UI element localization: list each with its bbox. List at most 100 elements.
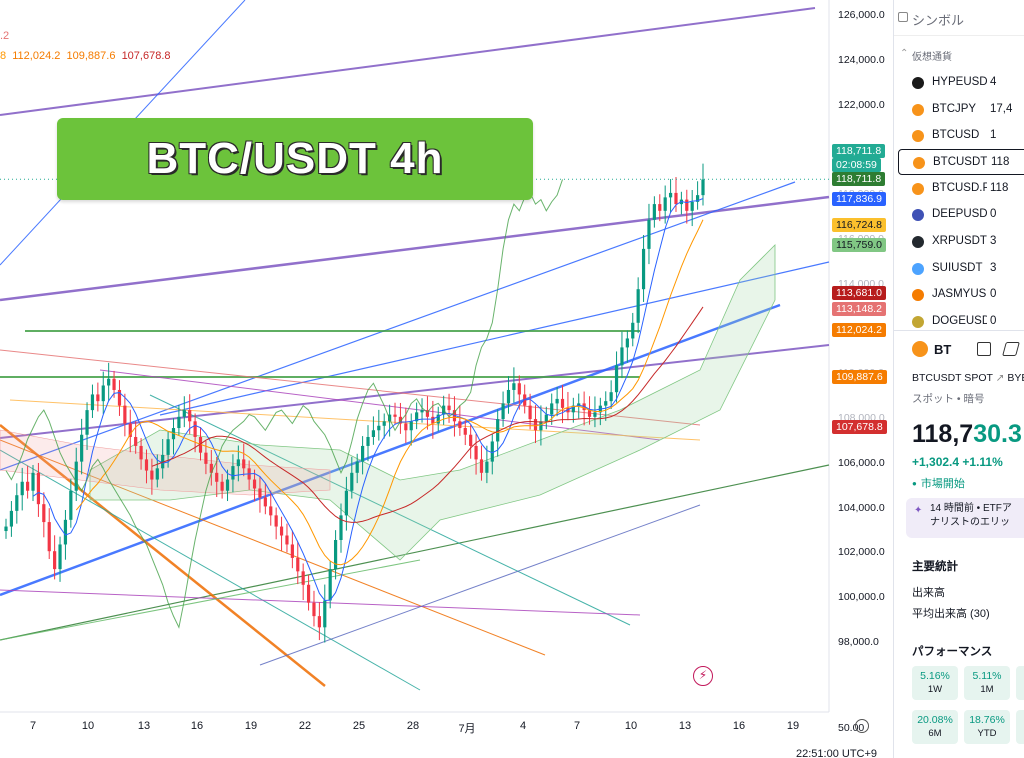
settings-icon[interactable] <box>855 719 869 733</box>
candle-body <box>252 479 257 489</box>
performance-label: 6M <box>928 728 942 739</box>
watchlist-row[interactable]: BTCUSD.P 118 <box>894 176 1024 202</box>
candle-body <box>139 445 143 460</box>
candle-body <box>53 551 57 570</box>
trend-line <box>0 559 421 641</box>
trend-line <box>0 349 701 426</box>
candle-body <box>544 414 548 422</box>
x-tick-label: 22 <box>298 720 312 732</box>
coin-icon <box>912 77 924 89</box>
price-tag: 113,148.2 <box>832 302 886 316</box>
watchlist-value: 3 <box>990 262 997 274</box>
candle-body <box>220 481 224 491</box>
watchlist-row[interactable]: JASMYUSDT0 <box>894 282 1024 308</box>
candle-body <box>301 571 305 585</box>
watchlist-symbol: XRPUSDT <box>932 235 987 247</box>
edit-icon[interactable] <box>1002 342 1020 356</box>
candle-body <box>425 410 430 417</box>
candle-body <box>701 179 705 196</box>
candle-body <box>209 463 213 473</box>
candle-body <box>96 394 100 402</box>
candle-body <box>377 425 381 431</box>
symbol-spot-line: BTCUSDT SPOT ↗ BYB <box>912 372 1024 384</box>
x-tick-label: 10 <box>624 720 638 732</box>
trend-line <box>0 195 830 302</box>
candle-body <box>107 378 111 386</box>
coin-icon <box>912 183 924 195</box>
candle-body <box>101 385 105 402</box>
watchlist-row[interactable]: XRPUSDT 3 <box>894 229 1024 255</box>
y-tick-label: 100,000.0 <box>838 591 885 604</box>
price-chart[interactable] <box>0 0 893 758</box>
watchlist-row[interactable]: DOGEUSD 0 <box>894 309 1024 335</box>
coin-icon <box>912 316 924 328</box>
x-tick-label: 13 <box>678 720 692 732</box>
x-tick-label: 7 <box>29 720 37 732</box>
watchlist-value: 1 <box>990 129 997 141</box>
last-price-main: 118,7 <box>912 420 974 448</box>
stats-title: 主要統計 <box>912 561 958 573</box>
candle-body <box>496 419 500 442</box>
y-tick-label: 122,000.0 <box>838 98 885 111</box>
price-tag: 115,759.0 <box>832 238 886 252</box>
grid-icon[interactable] <box>977 342 991 356</box>
performance-cell[interactable]: 5.16% 1W <box>912 666 958 700</box>
symbol-icon <box>898 12 908 22</box>
section-crypto[interactable]: 仮想通貨 <box>900 48 952 63</box>
performance-cell[interactable]: 20.08% 6M <box>912 710 958 744</box>
candle-body <box>134 436 138 446</box>
performance-cell[interactable]: 5.11% 1M <box>964 666 1010 700</box>
watchlist-row[interactable]: HYPEUSD 4 <box>894 70 1024 96</box>
performance-cell[interactable]: 3 <box>1016 666 1024 700</box>
flash-icon[interactable]: ⚡ <box>693 666 713 686</box>
candle-body <box>474 445 478 460</box>
candle-body <box>333 539 338 570</box>
x-tick-label: 25 <box>352 720 366 732</box>
candle-body <box>328 569 332 601</box>
candle-body <box>263 497 267 507</box>
candle-body <box>571 405 575 413</box>
news-card[interactable]: ✦ 14 時間前 • ETFア ナリストのエリッ <box>906 498 1024 538</box>
y-tick-label: 124,000.0 <box>838 53 885 66</box>
performance-label: YTD <box>977 728 997 739</box>
watchlist-value: 118 <box>991 156 1010 168</box>
candle-body <box>506 389 511 404</box>
candle-body <box>85 410 89 435</box>
price-change: +1,302.4 +1.11% <box>912 455 1003 469</box>
watchlist-row[interactable]: SUIUSDT 3 <box>894 256 1024 282</box>
candle-body <box>409 421 413 431</box>
performance-cell[interactable]: 9 <box>1016 710 1024 744</box>
performance-value: 5.16% <box>920 670 950 682</box>
watchlist-row[interactable]: BTCUSDT 118 <box>898 149 1024 175</box>
candle-body <box>663 197 667 211</box>
candle-body <box>26 481 30 491</box>
watchlist-value: 0 <box>990 288 997 300</box>
candle-body <box>117 389 122 406</box>
watchlist-row[interactable]: DEEPUSDT0 <box>894 202 1024 228</box>
candle-body <box>501 403 505 420</box>
candle-body <box>290 544 294 558</box>
candle-body <box>695 195 700 202</box>
candle-body <box>225 479 230 491</box>
candle-body <box>512 383 516 390</box>
price-tag: 112,024.2 <box>832 323 886 337</box>
market-status: 市場開始 <box>912 475 965 491</box>
watchlist-value: 118 <box>990 182 1009 194</box>
trend-line <box>0 7 816 116</box>
external-link-icon[interactable]: ↗ <box>995 372 1005 384</box>
candle-body <box>609 392 613 402</box>
candle-body <box>469 434 473 446</box>
candle-body <box>366 436 370 446</box>
performance-cell[interactable]: 18.76% YTD <box>964 710 1010 744</box>
candle-body <box>604 401 608 406</box>
candle-body <box>614 365 619 393</box>
watchlist-symbol: SUIUSDT <box>932 262 983 274</box>
candle-body <box>215 472 219 482</box>
chart-area[interactable]: .2 8 112,024.2 109,887.6 107,678.8 BTC/U… <box>0 0 893 758</box>
candle-body <box>517 383 521 395</box>
watchlist-row[interactable]: BTCUSD 1 <box>894 123 1024 149</box>
candle-body <box>312 602 316 617</box>
watchlist-symbol: JASMYUSDT <box>932 288 987 300</box>
watchlist-row[interactable]: BTCJPY 17,4 <box>894 97 1024 123</box>
candle-body <box>674 192 678 205</box>
